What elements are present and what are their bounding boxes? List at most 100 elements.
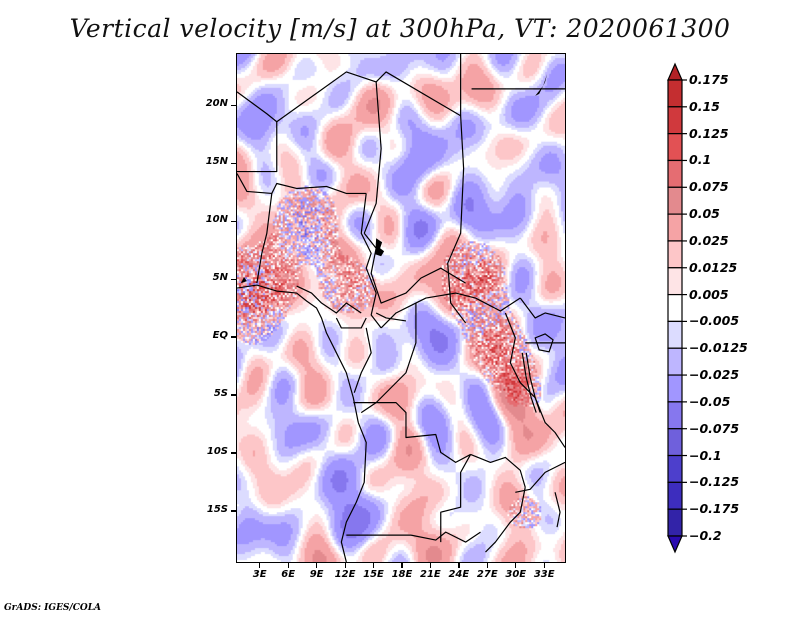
x-tick-label: 18E (391, 569, 413, 580)
x-tick (287, 563, 289, 568)
x-tick (401, 563, 403, 568)
colorbar-label: 0.05 (689, 206, 720, 222)
y-tick (231, 162, 236, 164)
colorbar-label: 0.005 (689, 286, 729, 302)
colorbar-label: −0.005 (689, 313, 740, 329)
country-border (360, 303, 417, 414)
y-tick (231, 278, 236, 280)
colorbar-label: −0.2 (689, 528, 722, 543)
x-tick (515, 563, 517, 568)
country-border (237, 121, 278, 173)
x-tick-label: 6E (281, 569, 296, 580)
country-border (335, 317, 367, 329)
colorbar-box (667, 106, 683, 135)
colorbar-label: 0.175 (689, 72, 729, 87)
country-border (515, 461, 565, 493)
colorbar-bar (667, 62, 687, 554)
x-tick-label: 24E (448, 569, 470, 580)
colorbar-box (667, 347, 683, 376)
country-border (534, 397, 565, 448)
x-tick (373, 563, 375, 568)
x-tick (344, 563, 346, 568)
country-border (296, 285, 362, 314)
plot-area (236, 53, 566, 563)
vertical-velocity-field (237, 54, 565, 562)
x-tick (259, 563, 261, 568)
colorbar-box (667, 428, 683, 457)
colorbar-box (667, 240, 683, 269)
country-border (363, 81, 382, 234)
y-tick (231, 104, 236, 106)
colorbar-box (667, 320, 683, 349)
colorbar-extend-max (667, 62, 683, 81)
colorbar-box (667, 267, 683, 296)
colorbar-label: −0.1 (689, 447, 722, 463)
y-tick-label: 15S (206, 503, 228, 515)
y-tick (231, 452, 236, 454)
x-tick-label: 15E (363, 569, 384, 580)
x-tick (429, 563, 432, 568)
country-border (340, 422, 367, 562)
lake-malawi (554, 492, 561, 528)
colorbar-extend-min (667, 535, 683, 554)
x-tick (316, 563, 318, 568)
red-sea-coast (535, 73, 548, 96)
colorbar-label: 0.15 (689, 98, 720, 114)
y-tick-label: EQ (212, 329, 228, 341)
colorbar-label: −0.175 (689, 501, 740, 517)
colorbar-label: 0.025 (689, 232, 729, 248)
grads-credit: GrADS: IGES/COLA (4, 603, 102, 613)
colorbar-label: −0.075 (689, 420, 740, 436)
y-tick-label: 10N (205, 214, 228, 226)
country-border (353, 402, 471, 463)
country-border (256, 193, 273, 284)
colorbar-box (667, 401, 683, 430)
colorbar-label: 0.125 (689, 125, 729, 141)
x-tick-label: 33E (533, 569, 555, 580)
chart-title: Vertical velocity [m/s] at 300hPa, VT: 2… (69, 14, 731, 43)
country-border (375, 312, 407, 322)
country-border (447, 115, 467, 324)
colorbar-box (667, 186, 683, 215)
x-tick (543, 563, 545, 568)
colorbar-box (667, 481, 683, 510)
country-border (360, 193, 382, 329)
x-tick-label: 30E (505, 569, 527, 580)
x-tick-label: 21E (420, 569, 441, 580)
colorbar: 0.175 0.15 0.125 0.1 0.075 0.05 0.025 0.0125 0.0… (660, 60, 800, 560)
country-border (380, 292, 521, 329)
x-tick (486, 563, 488, 568)
x-tick-label: 3E (252, 569, 267, 580)
colorbar-label: 0.1 (689, 152, 712, 168)
colorbar-box (667, 79, 683, 108)
y-tick (231, 220, 236, 222)
country-border (470, 453, 526, 488)
x-tick-label: 9E (309, 569, 324, 580)
country-border (440, 454, 472, 543)
colorbar-label: −0.05 (689, 393, 731, 409)
lake-victoria (534, 333, 554, 353)
colorbar-box (667, 133, 683, 162)
coastline (237, 284, 359, 423)
colorbar-box (667, 454, 683, 483)
colorbar-box (667, 508, 683, 537)
colorbar-label: −0.0125 (689, 340, 748, 356)
y-tick-label: 10S (206, 445, 228, 457)
x-tick (458, 563, 460, 568)
lake-chad (375, 238, 385, 257)
colorbar-label: 0.0125 (689, 259, 738, 275)
y-tick-label: 15N (205, 156, 228, 168)
map-overlay (237, 54, 565, 562)
y-tick-label: 5S (213, 387, 228, 399)
country-border (237, 173, 367, 195)
y-tick-label: 20N (205, 98, 228, 110)
y-tick (231, 336, 236, 338)
colorbar-box (667, 213, 683, 242)
colorbar-box (667, 293, 683, 323)
y-tick (231, 510, 236, 512)
y-tick-label: 5N (212, 272, 228, 284)
country-border (519, 297, 565, 319)
country-border (237, 54, 462, 123)
colorbar-box (667, 374, 683, 403)
colorbar-label: −0.025 (689, 367, 740, 383)
